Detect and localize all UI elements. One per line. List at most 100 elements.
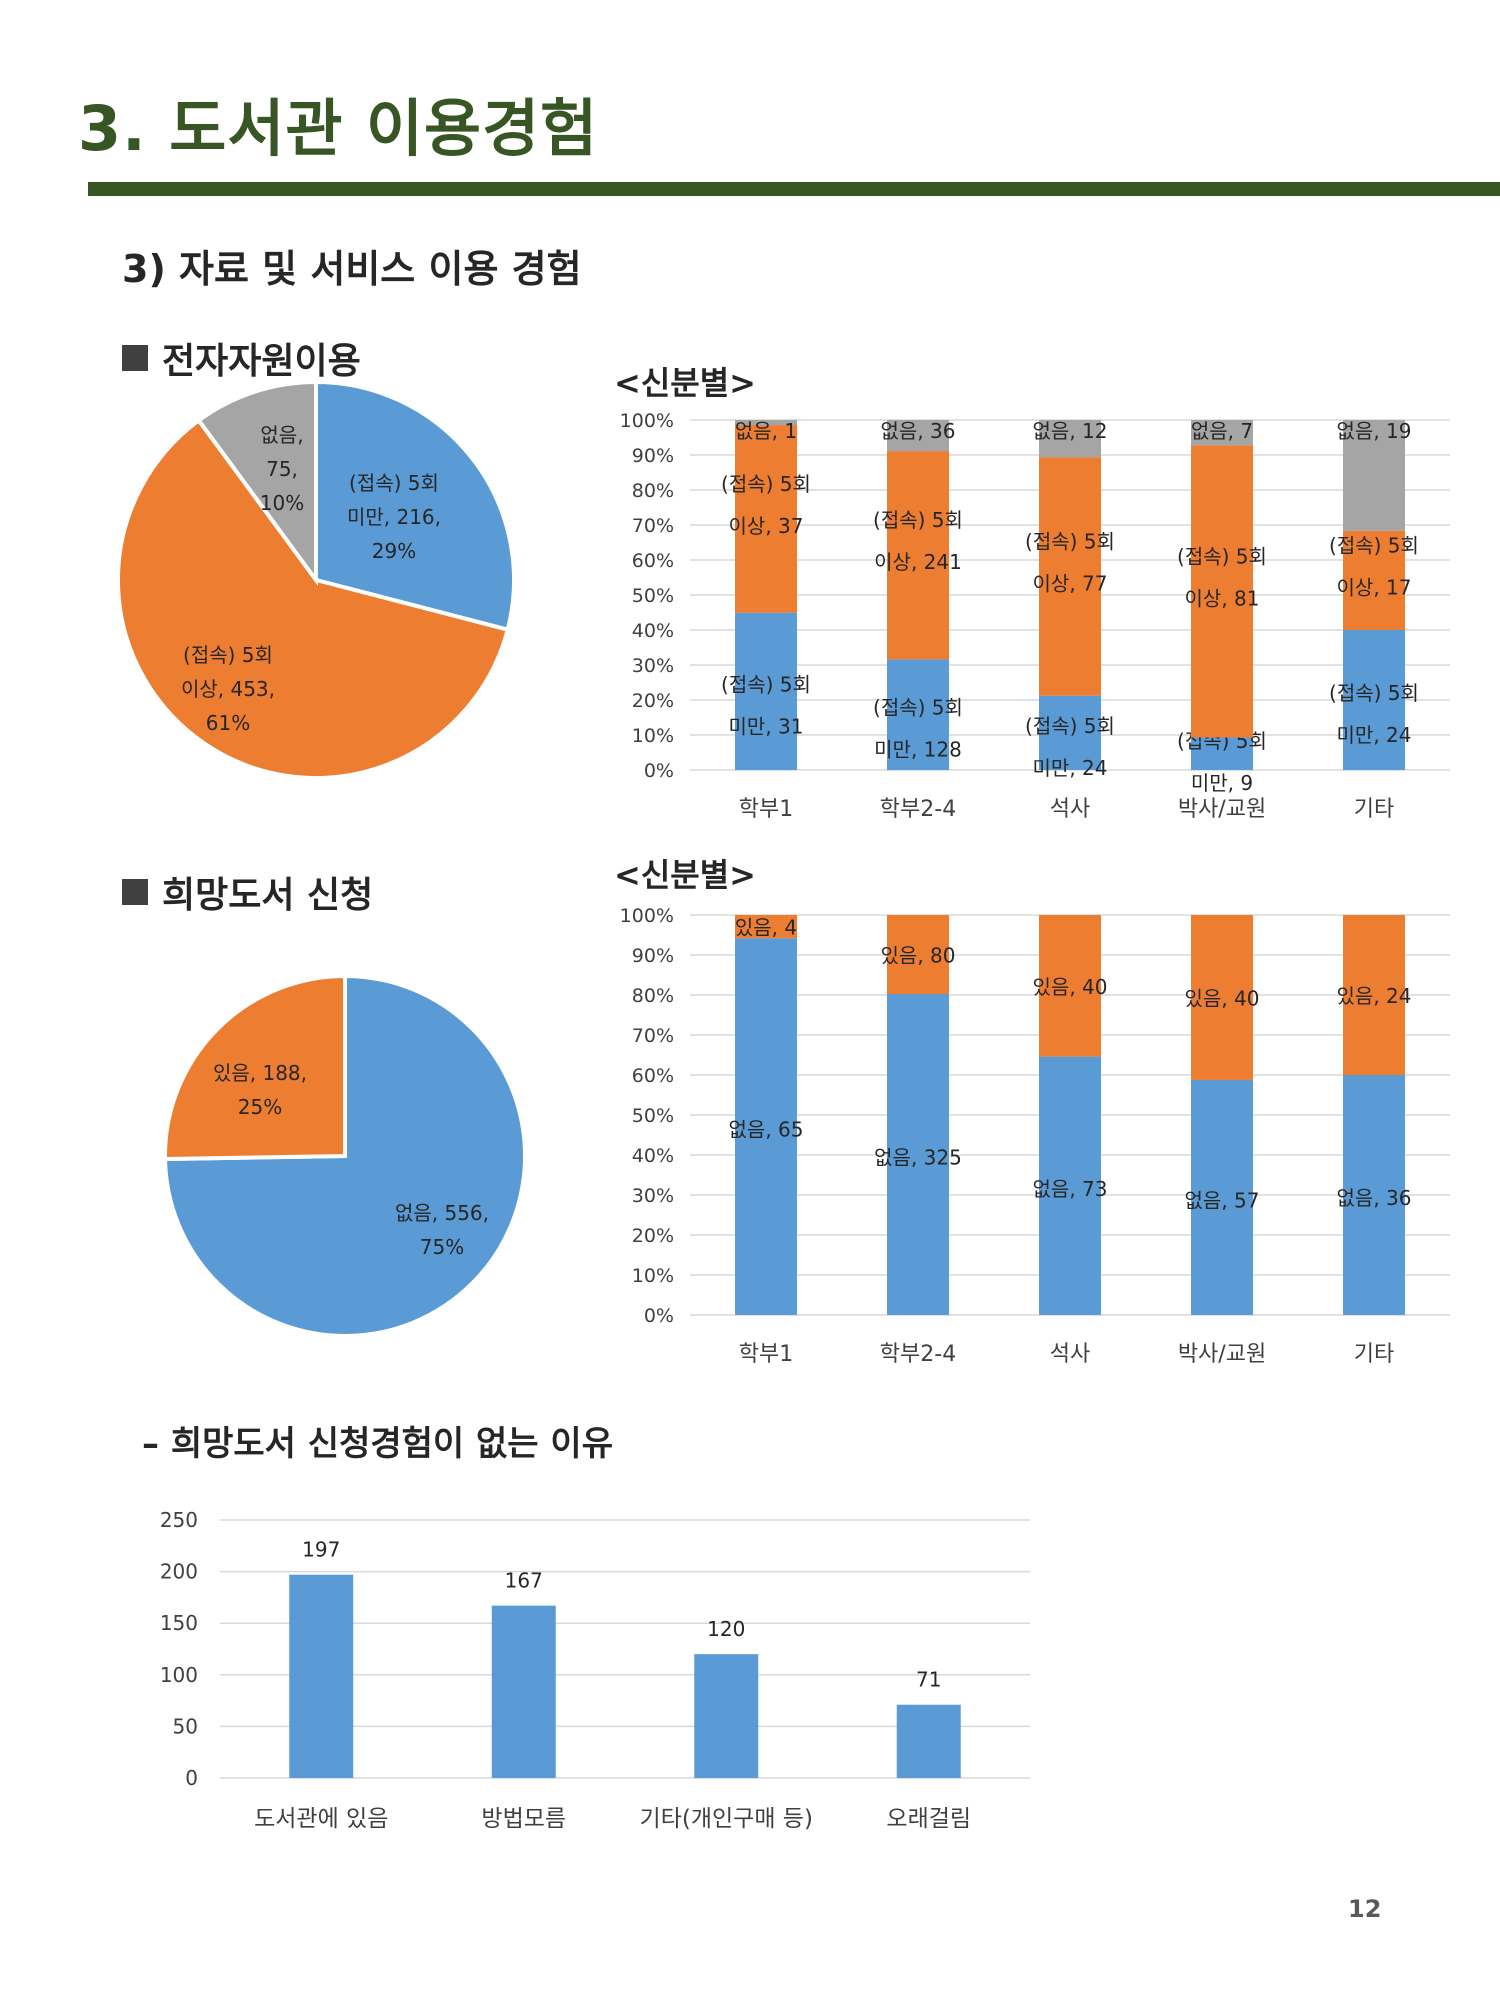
y-tick-label: 100% bbox=[620, 905, 674, 927]
bar-segment bbox=[735, 420, 797, 426]
y-tick-label: 200 bbox=[160, 1560, 198, 1584]
bar-segment bbox=[887, 420, 949, 452]
data-label: 있음, 24 bbox=[1337, 984, 1412, 1008]
y-tick-label: 40% bbox=[632, 620, 674, 642]
category-label: 방법모름 bbox=[481, 1806, 566, 1832]
page-title: 3. 도서관 이용경험 bbox=[78, 92, 599, 165]
page-number: 12 bbox=[1348, 1895, 1382, 1923]
bar-segment bbox=[887, 994, 949, 1315]
y-tick-label: 80% bbox=[632, 480, 674, 502]
pie-slice bbox=[116, 417, 511, 780]
req-stacked-chart: 0% 10% 20% 30% 40% 50% 60% 70% 80% 90% 100% 없음, 65 있… bbox=[620, 905, 1450, 1367]
data-label: 없음, 19 bbox=[1337, 419, 1412, 443]
eres-stacked-chart: 0% 10% 20% 30% 40% 50% 60% 70% 80% 90% 100% (접속) 5회… bbox=[620, 410, 1450, 822]
bar-segment bbox=[1039, 457, 1101, 696]
title-rule bbox=[88, 182, 1500, 196]
bar-segment bbox=[735, 425, 797, 613]
bar-segment bbox=[887, 451, 949, 660]
bar-segment bbox=[887, 915, 949, 995]
y-tick-label: 40% bbox=[632, 1145, 674, 1167]
section-title: 3) 자료 및 서비스 이용 경험 bbox=[122, 247, 582, 291]
pie-label: (접속) 5회 이상, 453, 61% bbox=[181, 643, 275, 735]
data-label: (접속) 5회 이상, 17 bbox=[1329, 533, 1419, 599]
bar-segment bbox=[1343, 530, 1405, 630]
req-pie-chart: 없음, 556, 75% 있음, 188, 25% bbox=[162, 973, 527, 1338]
pie-label: 있음, 188, 25% bbox=[213, 1061, 307, 1119]
bar bbox=[896, 1704, 961, 1778]
bar-segment bbox=[1191, 420, 1253, 446]
category-label: 박사/교원 bbox=[1178, 797, 1266, 822]
category-label: 학부1 bbox=[739, 797, 793, 822]
category-label: 기타(개인구매 등) bbox=[640, 1806, 813, 1832]
bar-segment bbox=[1039, 420, 1101, 458]
square-bullet-icon bbox=[122, 345, 148, 371]
y-tick-label: 100 bbox=[160, 1663, 198, 1687]
chart-title-eres-by-status: <신분별> bbox=[614, 364, 756, 402]
data-label: 없음, 36 bbox=[881, 419, 956, 443]
y-tick-label: 60% bbox=[632, 550, 674, 572]
subheading-electronic-resources: 전자자원이용 bbox=[122, 332, 361, 384]
category-label: 기타 bbox=[1354, 797, 1394, 822]
data-label: (접속) 5회 미만, 31 bbox=[721, 672, 811, 738]
y-tick-label: 10% bbox=[632, 1265, 674, 1287]
bar-segment bbox=[735, 915, 797, 939]
bar bbox=[491, 1605, 556, 1778]
reason-section-title: – 희망도서 신청경험이 없는 이유 bbox=[142, 1424, 613, 1464]
bar-segment bbox=[1343, 1075, 1405, 1315]
data-label: 있음, 40 bbox=[1185, 986, 1260, 1010]
bar-segment bbox=[735, 938, 797, 1315]
data-label: (접속) 5회 미만, 24 bbox=[1329, 681, 1419, 747]
pie-label: (접속) 5회 미만, 216, 29% bbox=[347, 471, 441, 563]
data-label: 71 bbox=[916, 1668, 941, 1692]
eres-pie-chart: (접속) 5회 미만, 216, 29% (접속) 5회 이상, 453, 61% 없음, 7… bbox=[116, 379, 516, 780]
data-label: (접속) 5회 이상, 77 bbox=[1025, 529, 1115, 595]
data-label: 없음, 325 bbox=[874, 1146, 962, 1170]
y-tick-label: 20% bbox=[632, 1225, 674, 1247]
category-label: 기타 bbox=[1354, 1342, 1394, 1367]
pie-slice bbox=[196, 379, 318, 587]
subheading-electronic-resources-label: 전자자원이용 bbox=[162, 341, 361, 382]
category-label: 학부1 bbox=[739, 1342, 793, 1367]
bar bbox=[289, 1574, 354, 1778]
y-tick-label: 30% bbox=[632, 655, 674, 677]
category-label: 도서관에 있음 bbox=[254, 1806, 388, 1832]
y-tick-label: 80% bbox=[632, 985, 674, 1007]
y-tick-label: 90% bbox=[632, 445, 674, 467]
category-label: 오래걸림 bbox=[886, 1806, 971, 1832]
y-tick-label: 0% bbox=[644, 1305, 674, 1327]
y-tick-label: 150 bbox=[160, 1611, 198, 1635]
pie-label: 없음, 556, 75% bbox=[395, 1201, 489, 1259]
bar-segment bbox=[1039, 1056, 1101, 1315]
data-label: 없음, 65 bbox=[729, 1118, 804, 1142]
bar-segment bbox=[1039, 695, 1101, 770]
y-tick-label: 0 bbox=[185, 1766, 198, 1790]
bar-segment bbox=[1343, 630, 1405, 770]
y-tick-label: 70% bbox=[632, 515, 674, 537]
chart-title-req-by-status: <신분별> bbox=[614, 856, 756, 894]
reason-bar-chart: 0 50 100 150 200 250 197 도서관에 있음 167 방법모름 120 기타(개인… bbox=[160, 1508, 1030, 1832]
y-tick-label: 70% bbox=[632, 1025, 674, 1047]
y-tick-label: 0% bbox=[644, 760, 674, 782]
data-label: 없음, 73 bbox=[1033, 1177, 1108, 1201]
data-label: 없음, 36 bbox=[1337, 1186, 1412, 1210]
data-label: (접속) 5회 이상, 37 bbox=[721, 472, 811, 538]
y-tick-label: 50% bbox=[632, 1105, 674, 1127]
subheading-book-request: 희망도서 신청 bbox=[122, 866, 373, 918]
category-label: 학부2-4 bbox=[880, 797, 956, 822]
bar-segment bbox=[735, 612, 797, 770]
y-tick-label: 60% bbox=[632, 1065, 674, 1087]
bar-segment bbox=[1191, 737, 1253, 770]
category-label: 석사 bbox=[1050, 1342, 1090, 1367]
data-label: 있음, 80 bbox=[881, 944, 956, 968]
bar-segment bbox=[1191, 915, 1253, 1080]
data-label: 있음, 4 bbox=[735, 916, 797, 940]
pie-slice bbox=[163, 973, 347, 1162]
category-label: 석사 bbox=[1050, 797, 1090, 822]
bar-segment bbox=[887, 659, 949, 770]
y-tick-label: 50 bbox=[173, 1714, 198, 1738]
bar bbox=[694, 1654, 759, 1778]
data-label: 없음, 1 bbox=[735, 419, 797, 443]
data-label: (접속) 5회 미만, 24 bbox=[1025, 714, 1115, 780]
y-tick-label: 20% bbox=[632, 690, 674, 712]
data-label: (접속) 5회 이상, 81 bbox=[1177, 544, 1267, 610]
